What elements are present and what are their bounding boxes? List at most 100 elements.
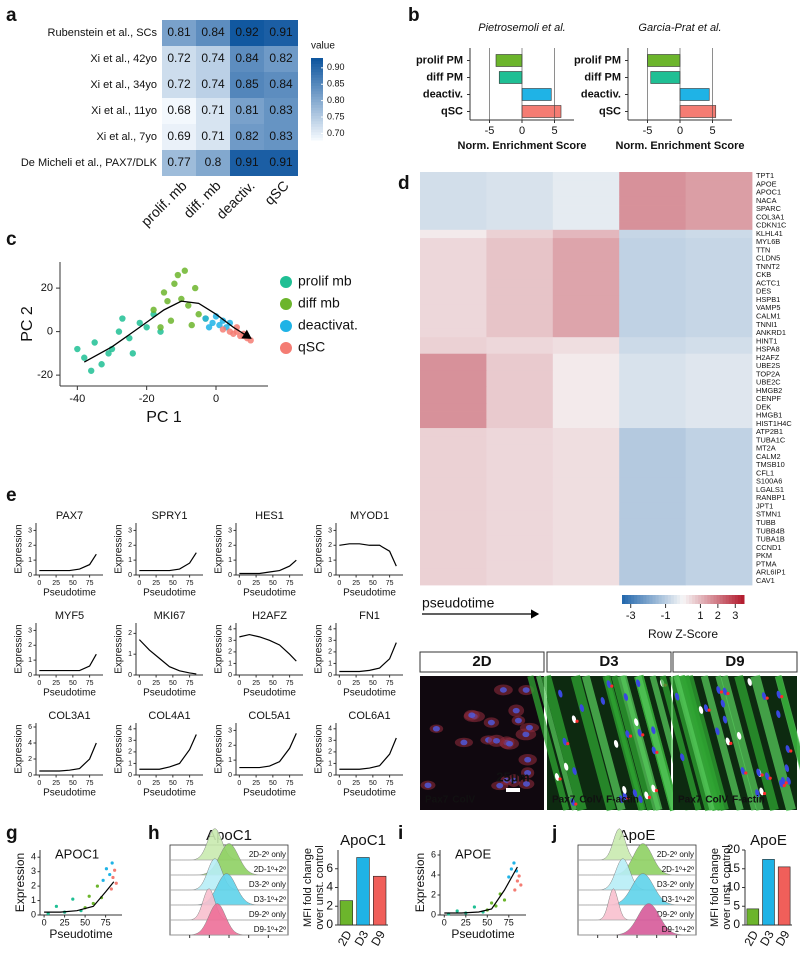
scale-bar-label: 25µm bbox=[496, 769, 530, 784]
colorbar-step bbox=[716, 595, 721, 604]
point bbox=[54, 904, 59, 908]
chart-title: MYF5 bbox=[55, 610, 84, 622]
heat-cell bbox=[420, 295, 487, 305]
heat-cell bbox=[420, 361, 487, 371]
heat-cell bbox=[552, 172, 620, 181]
heat-cell bbox=[685, 411, 753, 421]
heat-cell bbox=[619, 188, 686, 198]
point bbox=[195, 311, 202, 318]
colv-spot bbox=[789, 749, 793, 753]
nucleus bbox=[522, 731, 530, 738]
heat-cell bbox=[619, 345, 686, 355]
heat-cell bbox=[420, 172, 487, 181]
heat-cell bbox=[619, 469, 686, 479]
y-tick-label: 1 bbox=[128, 557, 132, 564]
heat-cell bbox=[264, 72, 298, 98]
heat-cell bbox=[486, 518, 554, 528]
gene-label: TOP2A bbox=[756, 369, 780, 378]
bar bbox=[746, 908, 760, 926]
heat-cell bbox=[552, 213, 620, 222]
y-tick-label: 3 bbox=[228, 727, 232, 734]
stain-label: ColV bbox=[579, 795, 602, 806]
condition-header bbox=[546, 651, 672, 673]
colorbar-step bbox=[652, 595, 657, 604]
trend-line bbox=[339, 737, 397, 770]
nucleus bbox=[736, 731, 742, 740]
heat-cell bbox=[420, 477, 487, 487]
gene-label: SPARC bbox=[756, 204, 782, 213]
heat-cell bbox=[685, 361, 753, 371]
cell-label: 0.74 bbox=[201, 51, 225, 65]
heat-cell bbox=[619, 576, 686, 586]
y-tick-label: 4 bbox=[431, 869, 436, 879]
colorbar-step bbox=[311, 129, 323, 133]
colorbar-step bbox=[676, 595, 681, 604]
panel-label: h bbox=[148, 823, 160, 844]
heat-cell bbox=[619, 213, 686, 222]
heat-cell bbox=[486, 485, 554, 495]
row-label: D9-2º only bbox=[249, 910, 286, 919]
y-tick-label: 1 bbox=[128, 651, 132, 658]
row-label: Xi et al., 42yo bbox=[90, 53, 157, 65]
cell-label: 0.71 bbox=[201, 129, 225, 143]
colorbar-step bbox=[311, 112, 323, 116]
colorbar-step bbox=[658, 595, 663, 604]
gene-label: HIST1H4C bbox=[756, 419, 792, 428]
point bbox=[115, 328, 123, 335]
point bbox=[114, 881, 118, 885]
heat-cell bbox=[685, 436, 753, 445]
heat-cell bbox=[420, 378, 487, 388]
colorbar-step bbox=[689, 595, 693, 604]
bar bbox=[650, 71, 681, 84]
chart-title: COL4A1 bbox=[148, 710, 190, 722]
x-tick-label: 50 bbox=[169, 580, 177, 587]
heat-cell bbox=[619, 411, 686, 421]
nucleus bbox=[606, 680, 611, 689]
x-tick-label: 25 bbox=[252, 780, 260, 787]
heat-cell bbox=[552, 527, 620, 536]
x-tick-label: 50 bbox=[169, 680, 177, 687]
x-tick-label: 5 bbox=[709, 125, 715, 137]
fiber bbox=[635, 675, 678, 811]
heat-cell bbox=[196, 20, 230, 46]
category-label: diff PM bbox=[584, 71, 621, 83]
heat-cell bbox=[552, 428, 620, 437]
heat-cell bbox=[486, 428, 554, 437]
legend-swatch bbox=[280, 276, 292, 288]
nucleus bbox=[572, 767, 577, 775]
heat-cell bbox=[619, 271, 686, 280]
colorbar-step bbox=[311, 120, 323, 125]
colorbar-step bbox=[740, 595, 745, 604]
heat-cell bbox=[685, 246, 753, 255]
heat-cell bbox=[420, 345, 487, 355]
heat-cell bbox=[420, 518, 487, 528]
heat-cell bbox=[230, 98, 264, 124]
x-axis-label: pseudotime bbox=[422, 595, 495, 611]
y-tick-label: 3 bbox=[328, 527, 332, 534]
heat-cell bbox=[486, 469, 554, 479]
point bbox=[88, 367, 95, 374]
x-tick-label: D3 bbox=[757, 928, 777, 949]
colorbar-tick-label: 0.70 bbox=[327, 128, 345, 138]
stain-label: Pax7 bbox=[425, 795, 449, 806]
trend-line bbox=[339, 642, 397, 673]
cell-label: 0.92 bbox=[235, 25, 259, 39]
x-tick-label: 0 bbox=[337, 680, 341, 687]
y-tick-label: 2 bbox=[228, 649, 232, 656]
heat-cell bbox=[486, 320, 554, 330]
y-tick-label: 2 bbox=[128, 542, 132, 549]
colorbar-step bbox=[725, 595, 730, 604]
colorbar-tick-label: 0.90 bbox=[327, 62, 345, 72]
panel-label: j bbox=[551, 823, 557, 844]
point bbox=[507, 875, 511, 879]
y-tick-label: 2 bbox=[328, 649, 332, 656]
x-tick-label: 75 bbox=[386, 580, 394, 587]
y-tick-label: 1 bbox=[28, 557, 32, 564]
x-tick-label: 2D bbox=[741, 928, 761, 949]
gene-label: JPT1 bbox=[756, 501, 773, 510]
nucleus bbox=[755, 789, 760, 798]
y-tick-label: 0 bbox=[128, 772, 132, 779]
colorbar-step bbox=[311, 137, 323, 141]
x-tick-label: 25 bbox=[352, 780, 360, 787]
